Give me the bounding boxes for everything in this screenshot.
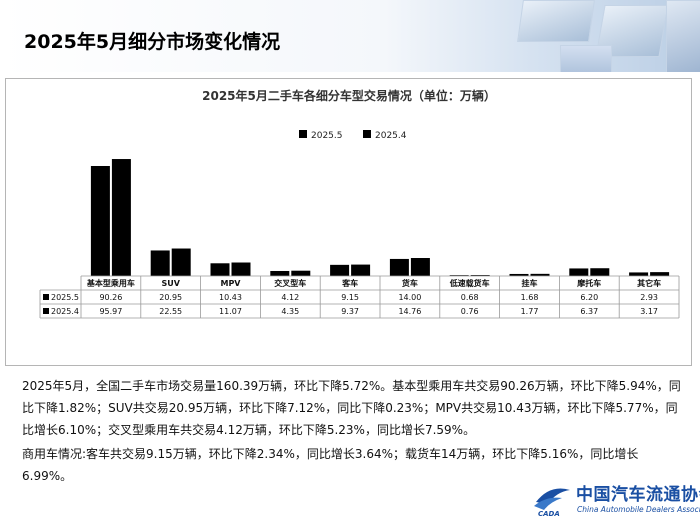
bar-april: [410, 258, 430, 276]
bar-chart: 2025年5月二手车各细分车型交易情况（单位：万辆） 2025.5 2025.4 基本…: [39, 88, 680, 319]
row-legend-key: [43, 308, 49, 314]
chart-panel: 2025年5月二手车各细分车型交易情况（单位：万辆） 2025.5 2025.4 基本…: [5, 78, 692, 366]
decorative-cube: [666, 0, 700, 72]
data-label: 2.93: [640, 293, 658, 302]
data-label: 4.12: [281, 293, 299, 302]
bar-april: [530, 273, 550, 276]
bar-may: [389, 258, 409, 276]
description-text: 2025年5月，全国二手车市场交易量160.39万辆，环比下降5.72%。基本型…: [22, 375, 682, 487]
legend-swatch: [299, 130, 307, 138]
data-label: 6.37: [580, 307, 598, 316]
data-label: 3.17: [640, 307, 658, 316]
data-label: 9.15: [341, 293, 359, 302]
description-paragraph-commercial: 商用车情况:客车共交易9.15万辆，环比下降2.34%，同比增长3.64%；载货…: [22, 447, 639, 483]
row-header: 2025.4: [51, 307, 79, 316]
bar-may: [270, 270, 290, 276]
legend-label: 2025.4: [375, 131, 407, 141]
page-title: 2025年5月细分市场变化情况: [24, 31, 281, 53]
category-label: MPV: [220, 279, 241, 288]
data-label: 10.43: [219, 293, 242, 302]
decorative-cube: [560, 45, 612, 72]
bar-may: [509, 273, 529, 276]
data-label: 9.37: [341, 307, 359, 316]
data-label: 95.97: [99, 307, 122, 316]
category-label: 客车: [341, 278, 358, 288]
bar-april: [291, 270, 311, 276]
decorative-cube: [517, 0, 595, 42]
category-label: SUV: [161, 279, 180, 288]
bar-april: [111, 159, 131, 276]
data-label: 0.68: [461, 293, 479, 302]
bar-april: [470, 275, 490, 276]
chart-title: 2025年5月二手车各细分车型交易情况（单位：万辆）: [202, 88, 496, 103]
category-label: 交叉型车: [274, 278, 306, 288]
logo-name-cn: 中国汽车流通协会: [576, 485, 700, 505]
category-label: 低速载货车: [449, 278, 490, 288]
data-label: 4.35: [281, 307, 299, 316]
logo-name-en: China Automobile Dealers Association: [577, 505, 700, 514]
data-label: 1.77: [521, 307, 539, 316]
bar-april: [351, 264, 371, 276]
category-label: 摩托车: [576, 278, 601, 288]
data-label: 20.95: [159, 293, 182, 302]
bar-may: [150, 250, 170, 276]
data-label: 0.76: [461, 307, 479, 316]
row-legend-key: [43, 294, 49, 300]
bar-april: [590, 268, 610, 276]
category-label: 基本型乘用车: [86, 278, 135, 288]
legend-label: 2025.5: [311, 131, 343, 141]
data-label: 6.20: [580, 293, 598, 302]
data-label: 11.07: [219, 307, 242, 316]
association-logo: CADA 中国汽车流通协会 China Automobile Dealers A…: [530, 478, 700, 522]
description-paragraph-passenger: 2025年5月，全国二手车市场交易量160.39万辆，环比下降5.72%。基本型…: [22, 379, 681, 437]
bar-april: [650, 272, 670, 276]
category-label: 其它车: [637, 278, 661, 288]
bar-may: [330, 264, 350, 276]
data-label: 22.55: [159, 307, 182, 316]
data-label: 90.26: [99, 293, 122, 302]
bar-may: [569, 268, 589, 276]
legend-swatch: [363, 130, 371, 138]
bar-may: [90, 165, 110, 276]
cada-logo-icon: CADA: [534, 488, 570, 518]
data-label: 14.00: [398, 293, 421, 302]
bar-may: [449, 275, 469, 276]
bar-may: [629, 272, 649, 276]
bar-april: [171, 248, 191, 276]
data-label: 14.76: [398, 307, 421, 316]
header-banner: [0, 0, 700, 72]
row-header: 2025.5: [51, 293, 79, 302]
bar-april: [231, 262, 251, 276]
data-label: 1.68: [521, 293, 539, 302]
bar-may: [210, 263, 230, 276]
svg-text:CADA: CADA: [538, 510, 560, 518]
category-label: 货车: [401, 278, 418, 288]
category-label: 挂车: [522, 278, 538, 288]
